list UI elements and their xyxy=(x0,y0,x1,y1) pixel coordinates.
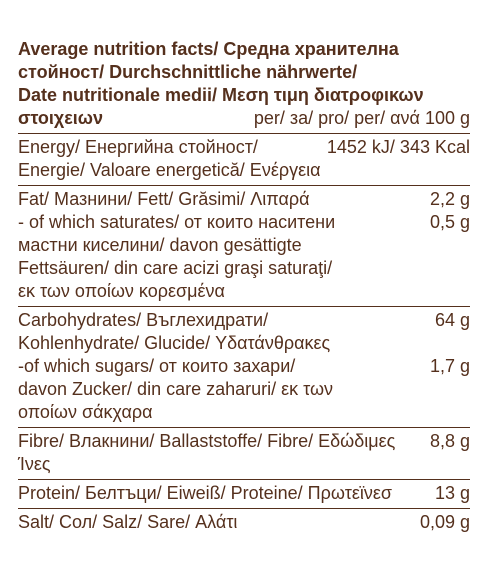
salt-label: Salt/ Сол/ Salz/ Sare/ Αλάτι xyxy=(18,512,238,532)
salt-row: Salt/ Сол/ Salz/ Sare/ Αλάτι 0,09 g xyxy=(18,511,470,534)
header-line-3: Date nutritionale medii/ Μεση τιμη διατρ… xyxy=(18,85,424,105)
energy-label: Energy/ Енергийна стойност/ xyxy=(18,137,258,157)
header-line-2: стойност/ Durchschnittliche nährwerte/ xyxy=(18,62,358,82)
header-line-4: στοιχειων xyxy=(18,108,103,128)
carbohydrates-row: Carbohydrates/ Въглехидрати/ 64 g xyxy=(18,309,470,332)
carbohydrates-label: Carbohydrates/ Въглехидрати/ xyxy=(18,310,269,330)
per-100g: per/ за/ pro/ per/ ανά 100 g xyxy=(253,108,470,128)
divider xyxy=(18,479,470,480)
sugars-row: -of which sugars/ от които захари/ 1,7 g xyxy=(18,355,470,378)
divider xyxy=(18,427,470,428)
saturates-label: - of which saturates/ от които наситени xyxy=(18,212,336,232)
saturates-value: 0,5 g xyxy=(429,212,470,232)
fat-row: Fat/ Мазнини/ Fett/ Grăsimi/ Λιπαρά 2,2 … xyxy=(18,188,470,211)
protein-row: Protein/ Белтъци/ Eiweiß/ Proteine/ Πρωτ… xyxy=(18,482,470,505)
fibre-value: 8,8 g xyxy=(429,431,470,451)
carbohydrates-value: 64 g xyxy=(434,310,470,330)
fat-value: 2,2 g xyxy=(429,189,470,209)
saturates-row: - of which saturates/ от които наситени … xyxy=(18,211,470,234)
fibre-label: Fibre/ Влакнини/ Ballaststoffe/ Fibre/ Ε… xyxy=(18,431,396,474)
sugars-value: 1,7 g xyxy=(429,356,470,376)
saturates-label-line2: мастни киселини/ davon gesättigte xyxy=(18,235,302,255)
saturates-label-line4: εκ των οποίων κορεσμένα xyxy=(18,281,225,301)
header-line-1: Average nutrition facts/ Средна хранител… xyxy=(18,39,399,59)
fat-label: Fat/ Мазнини/ Fett/ Grăsimi/ Λιπαρά xyxy=(18,189,310,209)
energy-value: 1452 kJ/ 343 Kcal xyxy=(326,137,470,157)
sugars-label: -of which sugars/ от които захари/ xyxy=(18,356,296,376)
energy-label-line2: Energie/ Valoare energetică/ Ενέργεια xyxy=(18,160,321,180)
sugars-label-line2: davon Zucker/ din care zaharuri/ εκ των xyxy=(18,379,334,399)
fibre-row: Fibre/ Влакнини/ Ballaststoffe/ Fibre/ Ε… xyxy=(18,430,470,476)
divider xyxy=(18,508,470,509)
protein-label: Protein/ Белтъци/ Eiweiß/ Proteine/ Πρωτ… xyxy=(18,483,392,503)
divider xyxy=(18,133,470,134)
divider xyxy=(18,185,470,186)
nutrition-label: Average nutrition facts/ Средна хранител… xyxy=(18,38,470,534)
protein-value: 13 g xyxy=(434,483,470,503)
salt-value: 0,09 g xyxy=(419,512,470,532)
energy-row: Energy/ Енергийна стойност/ 1452 kJ/ 343… xyxy=(18,136,470,159)
saturates-label-line3: Fettsäuren/ din care acizi graşi saturaţ… xyxy=(18,258,333,278)
sugars-label-line3: οποίων σάκχαρα xyxy=(18,402,153,422)
header-per-row: στοιχειων per/ за/ pro/ per/ ανά 100 g xyxy=(18,107,470,130)
carbohydrates-label-line2: Kohlenhydrate/ Glucide/ Υδατάνθρακες xyxy=(18,333,331,353)
divider xyxy=(18,306,470,307)
